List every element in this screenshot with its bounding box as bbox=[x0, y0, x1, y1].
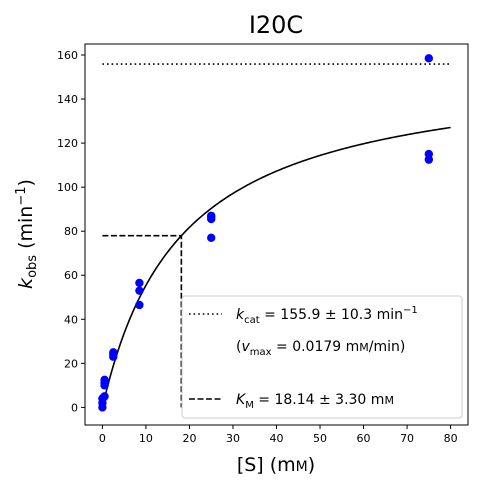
data-point bbox=[207, 211, 216, 220]
x-tick-label: 70 bbox=[400, 432, 414, 445]
plot-area: 0 10 20 30 40 50 60 70 80 0 20 40 60 80 100 120 140 160 bbox=[57, 43, 469, 445]
x-tick-label: 20 bbox=[182, 432, 196, 445]
data-point bbox=[135, 286, 144, 295]
legend-box bbox=[181, 295, 463, 419]
x-tick-label: 60 bbox=[357, 432, 371, 445]
x-tick-label: 0 bbox=[99, 432, 106, 445]
y-tick-label: 140 bbox=[57, 93, 78, 106]
y-tick-label: 100 bbox=[57, 181, 78, 194]
data-point bbox=[207, 233, 216, 243]
legend: kcat = 155.9 ± 10.3 min−1 (vmax = 0.0179… bbox=[181, 295, 463, 419]
x-tick-label: 50 bbox=[313, 432, 327, 445]
x-tick-label: 30 bbox=[226, 432, 240, 445]
fit-lines bbox=[101, 63, 451, 408]
data-points bbox=[98, 54, 434, 412]
data-point bbox=[135, 300, 144, 310]
data-point bbox=[135, 278, 144, 288]
chart-title: I20C bbox=[249, 11, 303, 39]
km-guide-line bbox=[102, 234, 183, 408]
y-axis-label: kobs (min−1) bbox=[14, 179, 40, 289]
data-point bbox=[100, 375, 109, 385]
y-tick-label: 40 bbox=[64, 313, 78, 326]
data-point bbox=[424, 149, 434, 159]
y-tick-label: 20 bbox=[64, 357, 78, 370]
data-point bbox=[424, 54, 434, 63]
x-tick-label: 80 bbox=[444, 432, 458, 445]
x-tick-label: 40 bbox=[270, 432, 284, 445]
y-tick-label: 160 bbox=[57, 49, 78, 62]
x-axis-ticks: 0 10 20 30 40 50 60 70 80 bbox=[99, 425, 458, 445]
data-point bbox=[100, 392, 109, 401]
data-point bbox=[109, 348, 118, 357]
y-axis-ticks: 0 20 40 60 80 100 120 140 160 bbox=[57, 49, 85, 414]
legend-kcat-label: kcat = 155.9 ± 10.3 min−1 bbox=[236, 305, 418, 326]
x-tick-label: 10 bbox=[139, 432, 153, 445]
x-axis-label: [S] (mM) bbox=[237, 454, 315, 476]
y-tick-label: 0 bbox=[71, 401, 78, 414]
fit-curve bbox=[101, 126, 451, 408]
y-tick-label: 80 bbox=[64, 225, 78, 238]
y-tick-label: 120 bbox=[57, 137, 78, 150]
legend-vmax-label: (vmax = 0.0179 mM/min) bbox=[236, 339, 405, 358]
y-tick-label: 60 bbox=[64, 269, 78, 282]
legend-km-label: KM = 18.14 ± 3.30 mM bbox=[236, 392, 394, 411]
